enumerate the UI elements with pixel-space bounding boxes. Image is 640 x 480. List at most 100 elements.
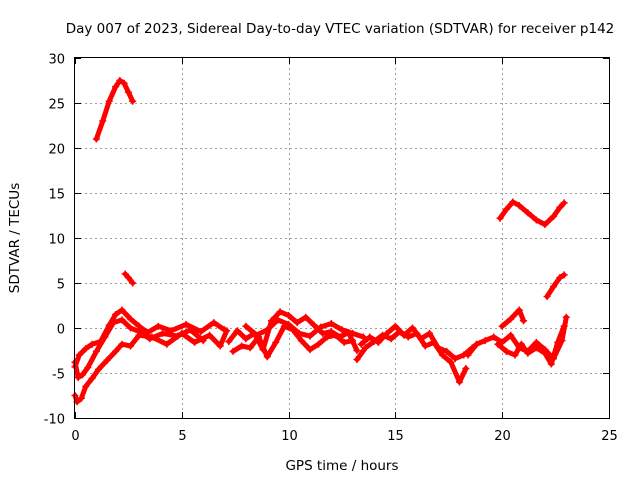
data-point <box>562 313 570 321</box>
series-track <box>544 272 567 299</box>
data-point <box>332 331 340 339</box>
data-point <box>306 332 314 340</box>
data-point <box>455 378 463 386</box>
y-tick-label: 15 <box>48 188 65 203</box>
data-point <box>82 383 90 390</box>
y-tick-label: 0 <box>57 323 65 338</box>
data-point <box>556 203 564 211</box>
data-point <box>306 346 314 354</box>
data-point <box>121 270 129 278</box>
data-point <box>124 88 132 96</box>
data-point <box>549 283 557 291</box>
data-point <box>285 320 293 328</box>
data-point <box>182 320 190 328</box>
data-point <box>253 331 261 339</box>
y-tick-label: -5 <box>52 368 65 383</box>
data-point <box>77 394 85 402</box>
data-point <box>124 274 132 282</box>
y-tick-label: 30 <box>48 53 65 68</box>
data-point <box>462 365 470 372</box>
data-point <box>263 353 271 361</box>
data-point <box>127 315 135 323</box>
data-point <box>174 332 182 340</box>
data-point <box>103 356 111 364</box>
data-point <box>210 319 218 327</box>
data-point <box>84 364 92 372</box>
data-point <box>94 365 102 373</box>
data-point <box>426 329 434 337</box>
data-point <box>447 358 455 366</box>
data-point <box>490 333 498 341</box>
data-point <box>88 374 96 382</box>
data-point <box>146 335 154 343</box>
data-point <box>349 329 357 337</box>
data-point <box>509 198 517 206</box>
data-point <box>543 293 551 300</box>
data-point <box>507 315 515 323</box>
y-tick-label: 10 <box>48 233 65 248</box>
data-point <box>118 316 126 324</box>
data-point <box>319 329 327 337</box>
data-point <box>340 338 348 346</box>
data-point <box>323 333 331 341</box>
series-track <box>499 307 527 329</box>
x-tick-label: 20 <box>494 429 511 444</box>
data-point <box>105 97 113 105</box>
series-track-mid-early <box>121 270 137 287</box>
y-tick-label: -10 <box>44 413 65 428</box>
data-point <box>229 347 237 355</box>
data-point <box>221 326 229 334</box>
data-point <box>129 279 137 287</box>
data-point <box>560 322 568 330</box>
data-point <box>112 83 120 91</box>
data-point <box>135 328 143 336</box>
data-point <box>99 117 107 125</box>
data-point <box>511 351 519 359</box>
series-track-evening-b <box>494 322 568 368</box>
data-point <box>532 344 540 352</box>
x-tick-label: 10 <box>281 429 298 444</box>
data-point <box>391 322 399 330</box>
data-point <box>515 202 523 210</box>
y-axis-label: SDTVAR / TECUs <box>7 183 23 293</box>
data-point <box>507 331 515 339</box>
series-track-high-early <box>92 77 137 143</box>
data-point <box>127 324 135 332</box>
data-point <box>560 271 568 279</box>
data-point <box>120 79 128 87</box>
data-point <box>82 345 90 353</box>
data-point <box>154 322 162 330</box>
data-point <box>560 199 568 207</box>
series-track-start-alt <box>71 316 207 381</box>
data-point <box>127 342 135 350</box>
data-point <box>541 349 549 357</box>
data-point <box>532 216 540 224</box>
series-track-start-low <box>71 327 231 406</box>
plot-frame <box>74 57 610 419</box>
data-point <box>238 342 246 350</box>
x-tick-label: 5 <box>178 429 186 444</box>
data-point <box>547 360 555 368</box>
data-point <box>502 205 510 213</box>
data-point <box>502 347 510 355</box>
data-point <box>293 319 301 327</box>
axis-tick-labels: 0 5 10 15 20 25 -10 -5 0 5 10 15 20 25 30 <box>44 53 618 445</box>
data-point <box>421 342 429 350</box>
data-point <box>116 77 124 84</box>
y-tick-label: 5 <box>57 278 65 293</box>
series-track-afternoon-b <box>357 322 476 363</box>
data-point <box>285 311 293 319</box>
data-point <box>233 327 241 335</box>
data-point <box>387 335 395 343</box>
y-tick-label: 20 <box>48 143 65 158</box>
data-point <box>101 333 109 341</box>
data-point <box>92 135 100 143</box>
data-point <box>310 321 318 329</box>
data-point <box>443 347 451 355</box>
data-point <box>109 319 117 327</box>
data-point <box>515 306 523 314</box>
data-point <box>75 351 83 359</box>
data-point <box>517 340 525 348</box>
data-point <box>374 338 382 346</box>
